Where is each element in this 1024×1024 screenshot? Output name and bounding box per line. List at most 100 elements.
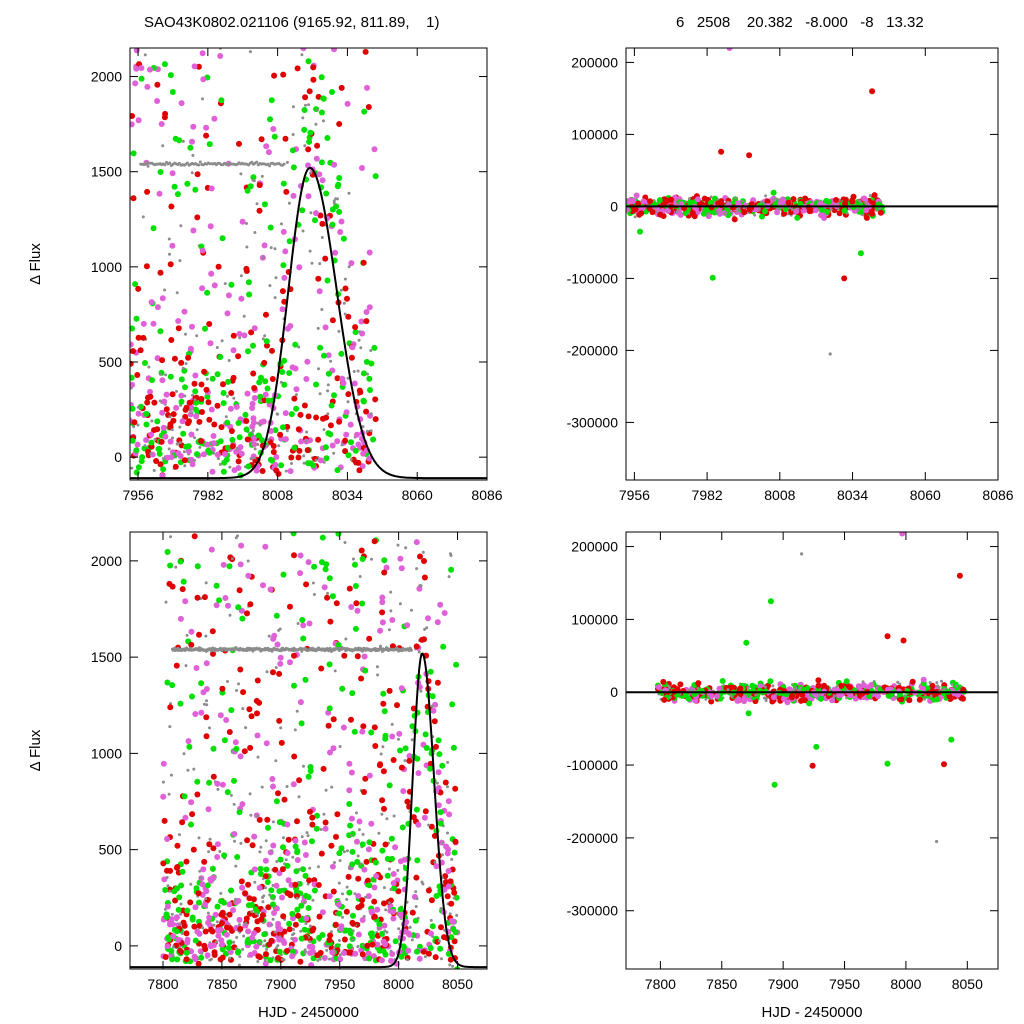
data-point-red xyxy=(201,858,208,865)
data-point-gray xyxy=(894,695,898,699)
data-point-magenta xyxy=(319,909,326,916)
data-point-red xyxy=(230,374,237,381)
data-point-red xyxy=(245,881,252,888)
data-point-red xyxy=(171,355,178,362)
data-point-green xyxy=(270,901,276,908)
data-point-red xyxy=(929,682,936,689)
data-point-magenta xyxy=(818,212,824,219)
data-point-magenta xyxy=(297,699,304,706)
data-point-green xyxy=(382,951,389,958)
data-point-green xyxy=(328,402,335,409)
data-point-magenta xyxy=(209,468,216,475)
data-point-gray xyxy=(940,679,943,683)
data-point-gray xyxy=(303,948,307,952)
data-point-red xyxy=(410,814,417,821)
data-point-green xyxy=(381,708,388,715)
data-point-red xyxy=(421,558,427,564)
data-point-gray xyxy=(876,684,880,688)
data-point-red xyxy=(307,808,313,815)
data-point-magenta xyxy=(217,712,224,719)
data-point-green xyxy=(380,690,387,697)
data-point-magenta xyxy=(390,871,397,877)
data-point-gray xyxy=(253,231,257,234)
data-point-magenta xyxy=(347,421,354,428)
data-point-gray xyxy=(318,957,322,961)
panel-bottom-right: 7800 7850 7900 7950 8000 80502000001000000-10… xyxy=(567,531,999,1021)
data-point-red xyxy=(161,817,168,824)
data-point-green xyxy=(382,735,389,742)
data-point-gray xyxy=(199,876,203,880)
data-point-red xyxy=(270,669,276,676)
data-point-gray xyxy=(261,337,265,341)
x-tick-label: 8086 xyxy=(471,487,502,503)
data-point-gray xyxy=(440,957,443,961)
data-point-gray xyxy=(184,332,187,336)
data-point-gray xyxy=(675,210,679,213)
data-point-magenta xyxy=(413,539,420,546)
data-point-green xyxy=(217,354,224,360)
data-point-magenta xyxy=(208,406,215,413)
data-point-magenta xyxy=(158,121,165,127)
data-point-magenta xyxy=(164,903,171,910)
data-point-gray xyxy=(332,451,336,455)
data-point-magenta xyxy=(434,619,441,626)
data-point-magenta xyxy=(716,685,723,692)
data-point-gray xyxy=(303,144,307,148)
data-point-red xyxy=(357,389,364,396)
data-point-green xyxy=(245,348,251,355)
data-point-red xyxy=(294,65,301,72)
data-point-magenta xyxy=(279,306,286,313)
data-point-green xyxy=(313,381,320,388)
data-point-magenta xyxy=(200,866,207,873)
data-point-gray xyxy=(265,947,268,951)
data-point-red xyxy=(270,449,277,455)
data-point-gray xyxy=(722,212,726,215)
data-point-red xyxy=(815,677,822,684)
data-point-green xyxy=(782,206,789,213)
data-point-gray xyxy=(153,438,157,441)
data-point-red xyxy=(194,214,201,221)
data-point-red xyxy=(203,132,210,139)
data-point-green xyxy=(258,374,264,381)
data-point-magenta xyxy=(237,753,244,760)
data-point-green xyxy=(326,575,333,582)
data-points xyxy=(626,532,998,844)
data-point-red xyxy=(287,892,294,899)
data-point-magenta xyxy=(280,228,287,235)
data-point-gray xyxy=(277,444,281,448)
data-point-red xyxy=(398,764,405,771)
data-point-green xyxy=(311,887,318,894)
data-point-gray xyxy=(383,929,387,933)
data-point-gray xyxy=(439,907,443,910)
data-point-red xyxy=(451,889,458,896)
data-point-green xyxy=(130,150,137,157)
data-point-red xyxy=(134,372,141,378)
data-point-gray xyxy=(290,462,293,465)
data-point-magenta xyxy=(189,323,195,330)
data-point-red xyxy=(261,359,268,366)
data-point-gray xyxy=(754,693,758,697)
data-point-green xyxy=(321,352,327,359)
data-point-red xyxy=(235,458,242,465)
data-point-gray xyxy=(935,839,939,844)
data-point-red xyxy=(344,295,350,302)
data-point-red xyxy=(404,798,411,805)
data-point-gray xyxy=(357,338,361,342)
data-point-gray xyxy=(877,207,881,211)
data-point-magenta xyxy=(343,431,350,438)
data-point-magenta xyxy=(725,202,732,209)
data-point-green xyxy=(280,180,287,187)
data-point-magenta xyxy=(786,686,793,693)
data-point-magenta xyxy=(215,932,222,939)
data-point-red xyxy=(863,214,870,221)
data-point-magenta xyxy=(277,926,284,933)
data-point-red xyxy=(186,418,192,425)
data-point-green xyxy=(289,910,296,917)
data-point-green xyxy=(173,928,180,935)
data-point-gray xyxy=(691,688,695,692)
data-point-red xyxy=(198,381,205,388)
x-tick-label: 7950 xyxy=(324,976,355,992)
data-point-gray xyxy=(343,312,347,316)
data-point-red xyxy=(270,443,277,449)
data-point-magenta xyxy=(261,242,268,249)
